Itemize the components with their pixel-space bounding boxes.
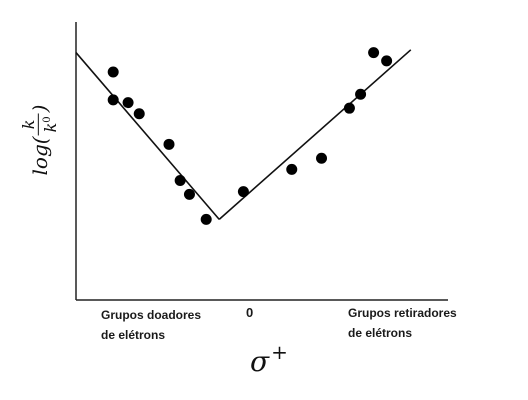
y-axis-label: log(k k0) (18, 104, 61, 176)
data-point-3 (122, 97, 134, 109)
x-axis-label-text: σ + (250, 340, 288, 378)
y-label-denominator-sup: 0 (41, 116, 53, 123)
data-point-13 (355, 88, 367, 100)
x-tick-label-right: Grupos retiradores de elétrons (348, 306, 457, 340)
y-label-denominator: k0 (37, 113, 61, 136)
y-axis-label-text: log(k k0) (18, 104, 61, 176)
y-label-func: log( (27, 136, 52, 176)
x-tick-label-electron-withdrawers: Grupos retiradores de elétrons (348, 303, 457, 343)
x-axis-label-superscript: + (271, 340, 288, 364)
x-tick-label-left: Grupos doadores de elétrons (101, 308, 202, 342)
data-point-8 (200, 213, 212, 225)
x-tick-label-electron-donors: Grupos doadores de elétrons (101, 305, 201, 345)
data-point-1 (107, 66, 119, 78)
data-point-6 (174, 174, 186, 186)
y-label-close: ) (27, 104, 52, 113)
data-point-5 (163, 138, 175, 150)
data-point-2 (107, 94, 119, 106)
y-label-fraction: k k0 (18, 113, 61, 136)
x-axis-label: σ + (250, 340, 288, 378)
data-point-7 (183, 188, 195, 200)
data-point-9 (237, 186, 249, 198)
data-point-11 (316, 152, 328, 164)
x-tick-label-zero: 0 (246, 305, 254, 320)
fit-line-2 (218, 49, 412, 220)
data-point-12 (343, 102, 355, 114)
data-point-4 (133, 108, 145, 120)
data-point-10 (286, 163, 298, 175)
data-point-14 (368, 47, 380, 59)
y-label-numerator: k (18, 119, 38, 130)
data-point-15 (381, 55, 393, 67)
fit-line-1 (75, 52, 220, 220)
